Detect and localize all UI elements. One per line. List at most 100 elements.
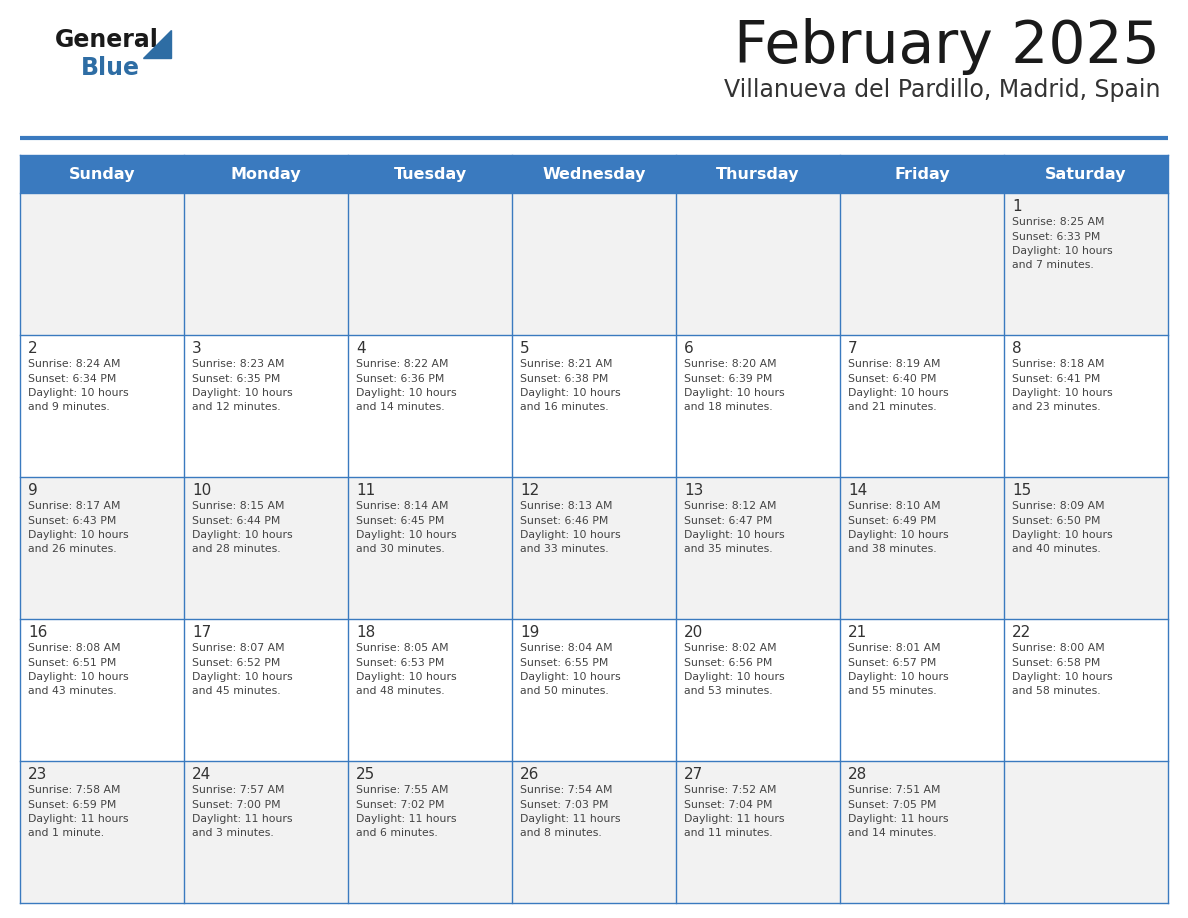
Text: Sunrise: 8:05 AM: Sunrise: 8:05 AM	[356, 643, 449, 653]
Text: 23: 23	[29, 767, 48, 782]
Text: Sunset: 6:45 PM: Sunset: 6:45 PM	[356, 516, 444, 525]
Text: Daylight: 10 hours: Daylight: 10 hours	[684, 530, 784, 540]
Text: 8: 8	[1012, 341, 1022, 356]
Text: Sunset: 7:04 PM: Sunset: 7:04 PM	[684, 800, 772, 810]
Text: 24: 24	[192, 767, 211, 782]
Bar	[512, 619, 676, 761]
Text: Daylight: 10 hours: Daylight: 10 hours	[1012, 246, 1113, 256]
Text: and 26 minutes.: and 26 minutes.	[29, 544, 116, 554]
Text: Sunset: 6:49 PM: Sunset: 6:49 PM	[848, 516, 936, 525]
Bar	[348, 193, 512, 335]
Text: and 3 minutes.: and 3 minutes.	[192, 829, 273, 838]
Text: Sunset: 6:39 PM: Sunset: 6:39 PM	[684, 374, 772, 384]
Text: Wednesday: Wednesday	[542, 166, 646, 182]
Text: Sunset: 6:51 PM: Sunset: 6:51 PM	[29, 657, 116, 667]
Text: Daylight: 10 hours: Daylight: 10 hours	[356, 530, 456, 540]
Text: Sunrise: 8:07 AM: Sunrise: 8:07 AM	[192, 643, 285, 653]
Text: Daylight: 11 hours: Daylight: 11 hours	[848, 814, 948, 824]
Text: Sunrise: 8:10 AM: Sunrise: 8:10 AM	[848, 501, 941, 511]
Text: Daylight: 11 hours: Daylight: 11 hours	[192, 814, 292, 824]
Bar	[840, 477, 1004, 619]
Text: Sunset: 6:55 PM: Sunset: 6:55 PM	[520, 657, 608, 667]
Text: Daylight: 10 hours: Daylight: 10 hours	[29, 672, 128, 682]
Text: 26: 26	[520, 767, 539, 782]
Text: and 55 minutes.: and 55 minutes.	[848, 687, 936, 697]
Text: Sunrise: 7:51 AM: Sunrise: 7:51 AM	[848, 785, 941, 795]
Bar	[20, 477, 184, 619]
Bar	[512, 761, 676, 903]
Text: Sunrise: 8:08 AM: Sunrise: 8:08 AM	[29, 643, 121, 653]
Text: Sunrise: 8:00 AM: Sunrise: 8:00 AM	[1012, 643, 1105, 653]
Text: Sunset: 6:53 PM: Sunset: 6:53 PM	[356, 657, 444, 667]
Text: and 28 minutes.: and 28 minutes.	[192, 544, 280, 554]
Text: 13: 13	[684, 483, 703, 498]
Text: Sunrise: 8:19 AM: Sunrise: 8:19 AM	[848, 359, 941, 369]
Text: Sunrise: 8:22 AM: Sunrise: 8:22 AM	[356, 359, 449, 369]
Text: and 7 minutes.: and 7 minutes.	[1012, 261, 1094, 271]
Bar	[512, 193, 676, 335]
Text: Sunset: 6:38 PM: Sunset: 6:38 PM	[520, 374, 608, 384]
Text: Daylight: 10 hours: Daylight: 10 hours	[848, 672, 949, 682]
Text: 10: 10	[192, 483, 211, 498]
Text: 22: 22	[1012, 625, 1031, 640]
Text: Sunrise: 8:12 AM: Sunrise: 8:12 AM	[684, 501, 777, 511]
Bar	[348, 477, 512, 619]
Text: Sunset: 6:46 PM: Sunset: 6:46 PM	[520, 516, 608, 525]
Text: 18: 18	[356, 625, 375, 640]
Text: Daylight: 11 hours: Daylight: 11 hours	[684, 814, 784, 824]
Bar	[20, 761, 184, 903]
Text: and 48 minutes.: and 48 minutes.	[356, 687, 444, 697]
Text: 3: 3	[192, 341, 202, 356]
Text: Sunrise: 7:55 AM: Sunrise: 7:55 AM	[356, 785, 449, 795]
Text: 11: 11	[356, 483, 375, 498]
Text: Sunrise: 8:04 AM: Sunrise: 8:04 AM	[520, 643, 613, 653]
Text: and 6 minutes.: and 6 minutes.	[356, 829, 437, 838]
Text: Blue: Blue	[81, 56, 140, 80]
Text: Sunset: 6:59 PM: Sunset: 6:59 PM	[29, 800, 116, 810]
Text: Sunrise: 8:20 AM: Sunrise: 8:20 AM	[684, 359, 777, 369]
Text: Daylight: 10 hours: Daylight: 10 hours	[356, 672, 456, 682]
Text: 5: 5	[520, 341, 530, 356]
Text: Sunrise: 8:23 AM: Sunrise: 8:23 AM	[192, 359, 284, 369]
Text: Sunset: 6:33 PM: Sunset: 6:33 PM	[1012, 231, 1100, 241]
Bar	[840, 619, 1004, 761]
Text: Friday: Friday	[895, 166, 950, 182]
Text: Sunset: 6:41 PM: Sunset: 6:41 PM	[1012, 374, 1100, 384]
Text: and 50 minutes.: and 50 minutes.	[520, 687, 608, 697]
Text: Sunset: 6:52 PM: Sunset: 6:52 PM	[192, 657, 280, 667]
Text: Sunrise: 8:21 AM: Sunrise: 8:21 AM	[520, 359, 613, 369]
Text: Sunset: 6:40 PM: Sunset: 6:40 PM	[848, 374, 936, 384]
Bar	[676, 477, 840, 619]
Text: Sunset: 6:50 PM: Sunset: 6:50 PM	[1012, 516, 1100, 525]
Text: Sunset: 6:36 PM: Sunset: 6:36 PM	[356, 374, 444, 384]
Text: Daylight: 10 hours: Daylight: 10 hours	[848, 388, 949, 398]
Text: Sunrise: 8:14 AM: Sunrise: 8:14 AM	[356, 501, 449, 511]
Text: 4: 4	[356, 341, 366, 356]
Bar	[20, 193, 184, 335]
Text: Thursday: Thursday	[716, 166, 800, 182]
Text: and 8 minutes.: and 8 minutes.	[520, 829, 602, 838]
Bar	[184, 761, 348, 903]
Text: Sunrise: 8:09 AM: Sunrise: 8:09 AM	[1012, 501, 1105, 511]
Text: Sunset: 7:03 PM: Sunset: 7:03 PM	[520, 800, 608, 810]
Text: Tuesday: Tuesday	[393, 166, 467, 182]
Text: Sunrise: 8:15 AM: Sunrise: 8:15 AM	[192, 501, 284, 511]
Bar	[348, 619, 512, 761]
Text: 19: 19	[520, 625, 539, 640]
Text: 28: 28	[848, 767, 867, 782]
Text: 14: 14	[848, 483, 867, 498]
Text: and 33 minutes.: and 33 minutes.	[520, 544, 608, 554]
Text: and 14 minutes.: and 14 minutes.	[848, 829, 936, 838]
Text: 1: 1	[1012, 199, 1022, 214]
Bar	[1004, 193, 1168, 335]
Text: Sunset: 7:00 PM: Sunset: 7:00 PM	[192, 800, 280, 810]
Text: and 40 minutes.: and 40 minutes.	[1012, 544, 1101, 554]
Text: Sunset: 6:35 PM: Sunset: 6:35 PM	[192, 374, 280, 384]
Text: and 12 minutes.: and 12 minutes.	[192, 402, 280, 412]
Bar	[184, 335, 348, 477]
Text: 17: 17	[192, 625, 211, 640]
Text: Sunrise: 8:18 AM: Sunrise: 8:18 AM	[1012, 359, 1105, 369]
Text: Daylight: 10 hours: Daylight: 10 hours	[29, 388, 128, 398]
Bar	[840, 193, 1004, 335]
Text: and 30 minutes.: and 30 minutes.	[356, 544, 444, 554]
